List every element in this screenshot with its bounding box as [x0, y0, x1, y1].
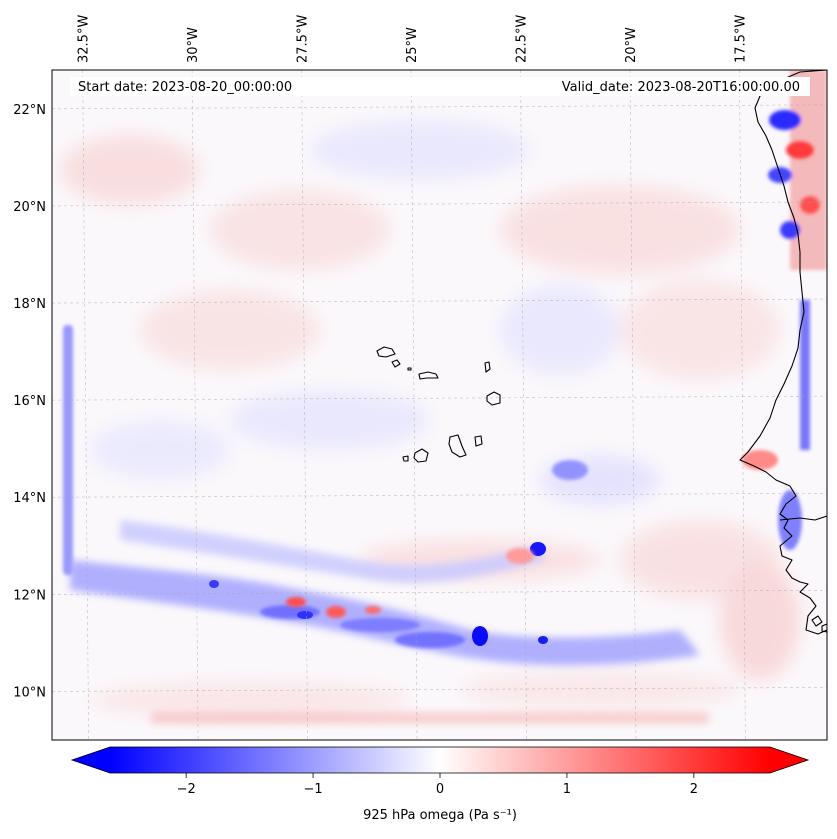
colorbar-tick-label: −2: [177, 782, 196, 797]
colorbar: −2 −1 0 1 2 925 hPa omega (Pa s⁻¹): [70, 746, 810, 823]
colorbar-tick-label: −1: [303, 782, 322, 797]
meridian-gridline: [301, 70, 308, 740]
longitude-tick-label: 27.5°W: [296, 15, 311, 63]
fogo-island: [413, 448, 429, 463]
colorbar-min-extension: [72, 747, 110, 773]
gridlines: [52, 70, 827, 740]
latitude-tick-label: 16°N: [13, 394, 46, 409]
latitude-tick-label: 20°N: [13, 200, 46, 215]
latitude-labels: 10°N 12°N 14°N 16°N 18°N 20°N 22°N: [13, 103, 46, 701]
meridian-gridline: [82, 70, 89, 740]
sao-nicolau-island: [418, 371, 439, 380]
longitude-tick-label: 30°W: [186, 27, 201, 63]
longitude-tick-label: 17.5°W: [733, 15, 748, 63]
coastlines: [376, 70, 827, 635]
boa-vista-island: [486, 391, 501, 406]
meridian-gridline: [739, 70, 746, 740]
info-box: [70, 77, 810, 96]
longitude-tick-label: 22.5°W: [515, 15, 530, 63]
colorbar-ticks: −2 −1 0 1 2: [177, 773, 698, 797]
valid-date-label: Valid_date: 2023-08-20T16:00:00.00: [562, 80, 800, 95]
map-frame: [51, 69, 828, 741]
latitude-tick-label: 12°N: [13, 588, 46, 603]
colorbar-tick-label: 0: [436, 782, 444, 797]
map-panel: Start date: 2023-08-20_00:00:00 Valid_da…: [51, 69, 828, 741]
bissagos-islands: [811, 615, 827, 633]
santiago-island: [448, 434, 467, 458]
santa-luzia-islet: [407, 367, 412, 371]
latitude-tick-label: 18°N: [13, 297, 46, 312]
longitude-tick-label: 32.5°W: [77, 15, 92, 63]
longitude-tick-label: 25°W: [405, 27, 420, 63]
meridian-gridline: [410, 70, 418, 740]
meridian-gridline: [629, 70, 637, 740]
colorbar-tick-label: 2: [690, 782, 698, 797]
omega-field: [60, 70, 827, 724]
santo-antao-island: [376, 346, 396, 358]
colorbar-outline: [70, 746, 810, 774]
sal-island: [484, 361, 491, 373]
brava-island: [402, 455, 409, 462]
meridian-gridline: [191, 70, 199, 740]
colorbar-gradient: [110, 747, 770, 773]
colorbar-max-extension: [770, 747, 808, 773]
colorbar-label: 925 hPa omega (Pa s⁻¹): [363, 808, 517, 823]
gambia-river: [779, 515, 827, 521]
latitude-tick-label: 14°N: [13, 491, 46, 506]
meridian-gridline: [520, 70, 527, 740]
sao-vicente-island: [391, 359, 401, 368]
longitude-labels: 32.5°W 30°W 27.5°W 25°W 22.5°W 20°W 17.5°W: [77, 15, 749, 63]
maio-island: [474, 435, 483, 447]
longitude-tick-label: 20°W: [624, 27, 639, 63]
latitude-tick-label: 22°N: [13, 103, 46, 118]
africa-coastline: [739, 70, 827, 635]
colorbar-tick-label: 1: [563, 782, 571, 797]
latitude-tick-label: 10°N: [13, 685, 46, 700]
start-date-label: Start date: 2023-08-20_00:00:00: [78, 80, 292, 95]
